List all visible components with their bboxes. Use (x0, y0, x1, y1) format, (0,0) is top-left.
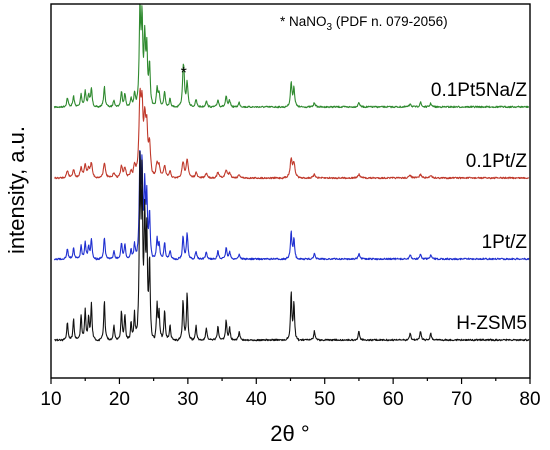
nano3-peak-marker: * (181, 65, 187, 82)
x-tick-label: 10 (40, 389, 61, 410)
series-label: 0.1Pt/Z (466, 151, 528, 172)
series-layer (53, 3, 530, 342)
x-axis: 10 20 30 40 50 60 70 80 (40, 378, 541, 410)
series-line (53, 149, 530, 261)
x-tick-label: 70 (451, 389, 472, 410)
x-tick-label: 50 (314, 389, 335, 410)
series-line (54, 87, 530, 180)
series-line (53, 3, 530, 109)
series-label: 1Pt/Z (482, 232, 528, 253)
series-labels: 0.1Pt5Na/Z 0.1Pt/Z 1Pt/Z H-ZSM5 (431, 80, 528, 334)
x-tick-label: 40 (246, 389, 267, 410)
x-tick-label: 80 (519, 389, 540, 410)
x-tick-label: 60 (383, 389, 404, 410)
x-tick-label: 20 (109, 389, 130, 410)
x-tick-label: 30 (177, 389, 198, 410)
series-label: 0.1Pt5Na/Z (431, 80, 527, 101)
series-line (54, 150, 530, 342)
y-axis-title: intensity, a.u. (4, 126, 29, 254)
x-axis-title: 2θ ° (270, 421, 309, 446)
series-label: H-ZSM5 (456, 313, 527, 334)
nano3-annotation: * NaNO3 (PDF n. 079-2056) (280, 14, 448, 33)
